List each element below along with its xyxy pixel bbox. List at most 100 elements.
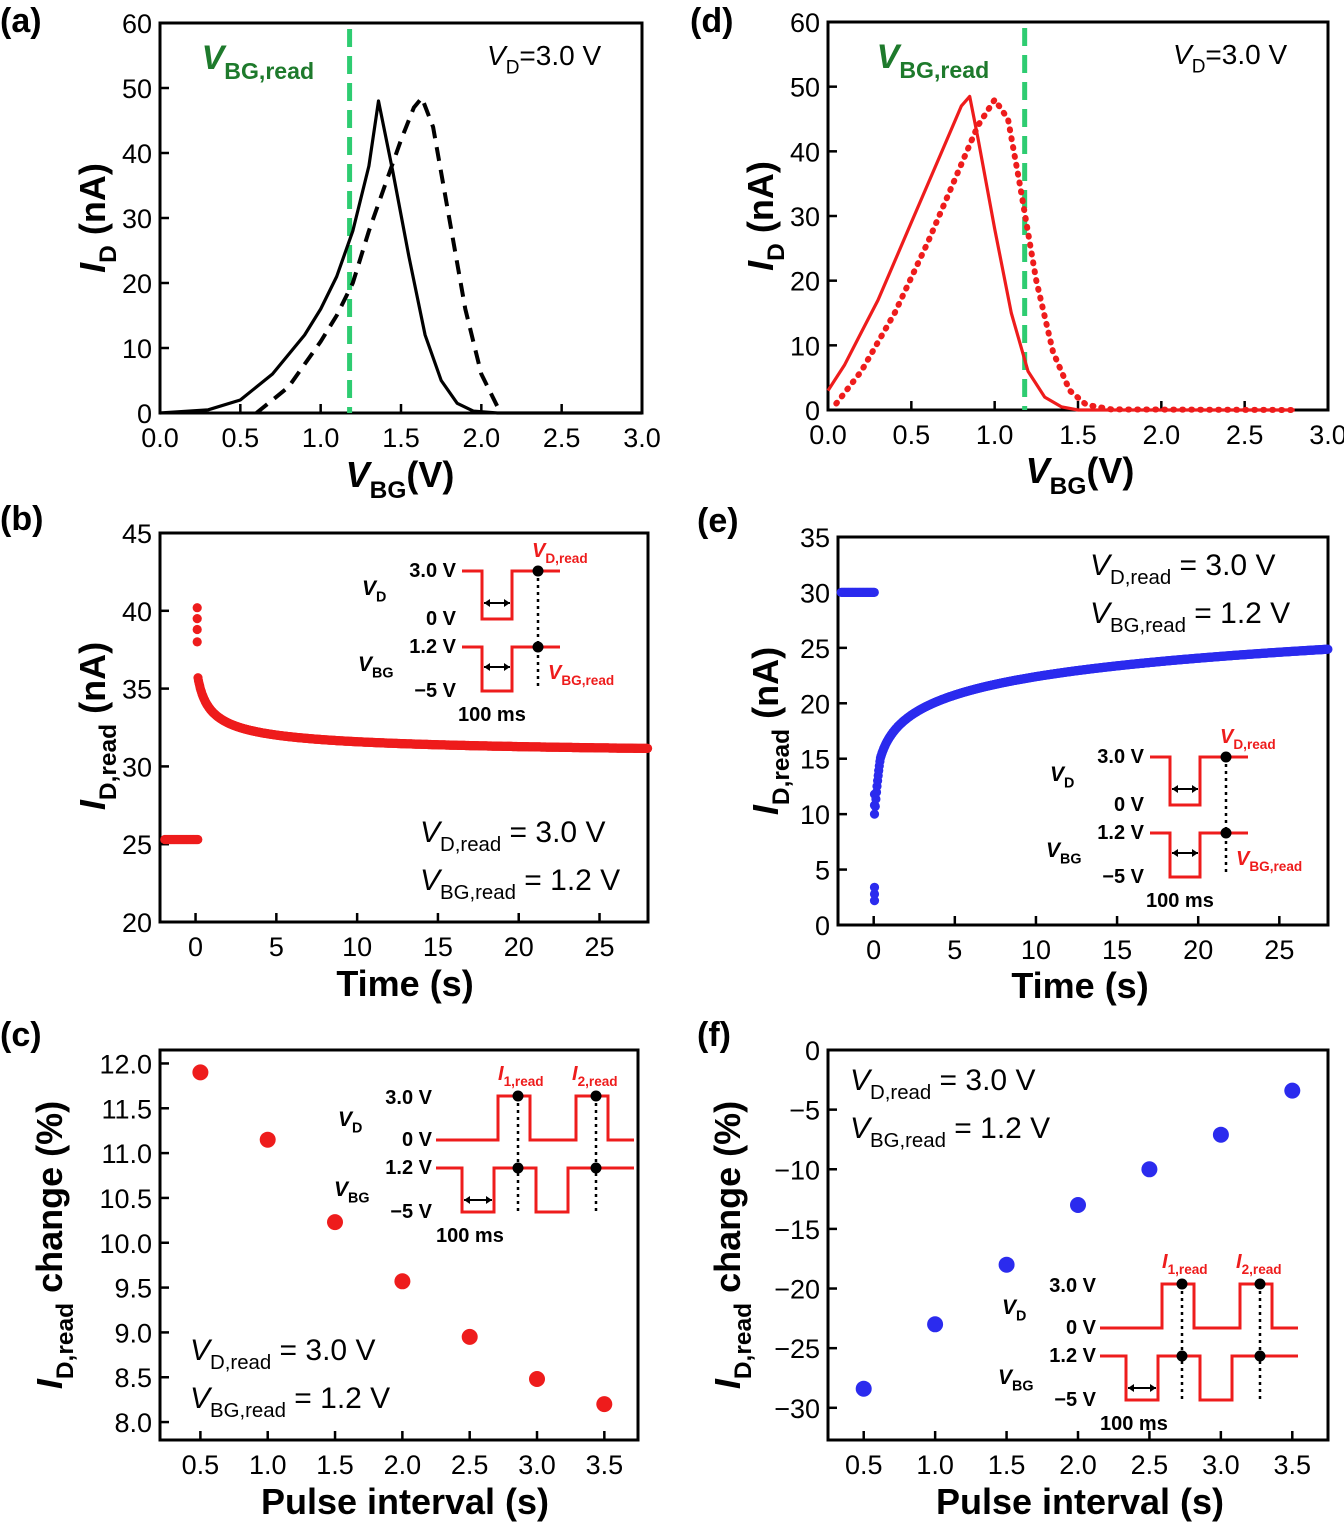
panel-label: (e) [697, 502, 739, 540]
vd-signal-label: VD [1050, 763, 1074, 791]
vbg-low-label: −5 V [390, 1201, 432, 1223]
vd-signal-label: VD [1002, 1296, 1026, 1324]
data-point [192, 624, 202, 635]
y-tick-label: 20 [800, 689, 830, 719]
arrow-head [504, 663, 510, 671]
x-tick-label: 0.5 [182, 1450, 220, 1480]
x-tick-label: 0 [866, 935, 881, 965]
x-tick-label: 10 [1021, 935, 1051, 965]
y-axis-title-wrap: ID (nA) [72, 163, 122, 273]
x-tick-label: 5 [947, 935, 962, 965]
width-label: 100 ms [1146, 890, 1214, 912]
y-axis-title-wrap: ID (nA) [740, 161, 790, 271]
y-tick-label: 50 [122, 74, 152, 104]
data-point [643, 743, 653, 754]
vbg-read-label: VBG,read [202, 39, 315, 84]
read-bottom-label: VBG,read [548, 662, 614, 688]
series-line-0 [826, 94, 1295, 412]
data-point [529, 1371, 545, 1387]
vd-pulse [1100, 1282, 1298, 1330]
vd-signal-label: VD [362, 577, 386, 605]
x-axis-title: Time (s) [336, 963, 473, 1004]
x-tick-label: 3.5 [1274, 1450, 1312, 1480]
x-tick-label: 3.0 [1202, 1450, 1240, 1480]
vbg-high-label: 1.2 V [1097, 822, 1144, 844]
y-tick-label: 8.5 [114, 1363, 152, 1393]
y-tick-label: 40 [790, 137, 820, 167]
x-tick-label: 0 [188, 932, 203, 962]
condition-0: VD,read = 3.0 V [190, 1334, 375, 1374]
ticks: 0 5 10 15 20 25 0 5 10 15 20 25 30 35 [800, 523, 1294, 965]
x-tick-label: 3.5 [586, 1450, 624, 1480]
y-axis-title-wrap: ID,read change (%) [29, 1101, 79, 1389]
pulse-inset: 3.0 V 0 V 1.2 V −5 V VD VBG 100 ms I1,read I2,re… [998, 1251, 1298, 1435]
y-tick-label: −30 [774, 1394, 820, 1424]
y-axis-title-wrap: ID,read (nA) [745, 647, 795, 815]
axes-frame [158, 531, 650, 924]
x-tick-label: 2.5 [451, 1450, 489, 1480]
y-tick-label: 5 [815, 856, 830, 886]
panel-e: (e) 0 5 10 15 20 25 0 5 10 15 20 25 30 35 Time (s) ID,re… [697, 502, 1333, 1006]
arrow-head [1150, 1384, 1156, 1392]
y-tick-label: 45 [122, 519, 152, 549]
x-tick-label: 2.5 [1226, 420, 1264, 450]
read-dot [1176, 1350, 1188, 1362]
read-dot [532, 641, 544, 653]
x-axis-title: VBG(V) [1026, 450, 1135, 500]
condition-1: VBG,read = 1.2 V [850, 1112, 1050, 1152]
x-tick-label: 25 [1264, 935, 1294, 965]
vd-high-label: 3.0 V [385, 1087, 432, 1109]
vd-signal-label: VD [338, 1108, 362, 1136]
pulse-inset: 3.0 V 0 V 1.2 V −5 V VD VBG 100 ms VD,read VBG,r… [358, 540, 614, 726]
arrow-head [484, 663, 490, 671]
x-tick-label: 3.0 [1309, 420, 1344, 450]
ticks: 0.5 1.0 1.5 2.0 2.5 3.0 3.5 8.0 8.5 9.0 9.5 10.0 10.… [99, 1049, 623, 1480]
read-dot [1254, 1350, 1266, 1362]
ticks: 0.5 1.0 1.5 2.0 2.5 3.0 3.5 0 −5 −10 −15 −20 −25 −30 [774, 1036, 1311, 1480]
condition-0: VD,read = 3.0 V [420, 816, 605, 856]
data-point [394, 1273, 411, 1290]
vd-low-label: 0 V [426, 608, 457, 630]
data-point [1070, 1197, 1086, 1213]
x-tick-label: 1.5 [382, 423, 420, 453]
pulse-inset: 3.0 V 0 V 1.2 V −5 V VD VBG 100 ms VD,read VBG,r… [1046, 726, 1302, 912]
data-point [869, 896, 880, 906]
read-dot [590, 1162, 602, 1174]
panel-label: (a) [0, 2, 42, 40]
width-label: 100 ms [436, 1225, 504, 1247]
vbg-low-label: −5 V [1102, 866, 1144, 888]
x-tick-label: 20 [504, 932, 534, 962]
x-tick-label: 5 [269, 932, 284, 962]
read2-label: I2,read [1236, 1251, 1282, 1277]
y-axis-title: ID (nA) [72, 163, 122, 273]
x-tick-label: 1.5 [1059, 420, 1097, 450]
read-dot [590, 1090, 602, 1102]
x-tick-label: 0.5 [845, 1450, 883, 1480]
x-tick-label: 2.5 [1131, 1450, 1169, 1480]
axes-frame [826, 1048, 1330, 1442]
vbg-low-label: −5 V [1054, 1389, 1096, 1411]
data-points [160, 603, 653, 845]
x-tick-label: 1.0 [916, 1450, 954, 1480]
read-dot [1176, 1278, 1188, 1290]
arrow-head [1192, 849, 1198, 857]
axes-frame [158, 1048, 640, 1442]
data-point [927, 1316, 944, 1333]
read-dot [532, 565, 544, 577]
x-tick-label: 1.0 [976, 420, 1014, 450]
y-tick-label: 25 [800, 634, 830, 664]
data-point [1141, 1161, 1158, 1178]
y-axis-title: ID,read (nA) [72, 642, 122, 810]
y-tick-label: 60 [790, 8, 820, 38]
vd-low-label: 0 V [402, 1129, 433, 1151]
y-tick-label: 35 [800, 523, 830, 553]
y-tick-label: 9.0 [114, 1318, 152, 1348]
data-point [855, 1380, 872, 1397]
y-tick-label: −25 [774, 1334, 820, 1364]
data-point [192, 1064, 209, 1081]
panel-label: (d) [690, 2, 733, 40]
panel-label: (b) [0, 500, 43, 538]
y-tick-label: 10 [800, 800, 830, 830]
x-tick-label: 0.0 [141, 423, 179, 453]
